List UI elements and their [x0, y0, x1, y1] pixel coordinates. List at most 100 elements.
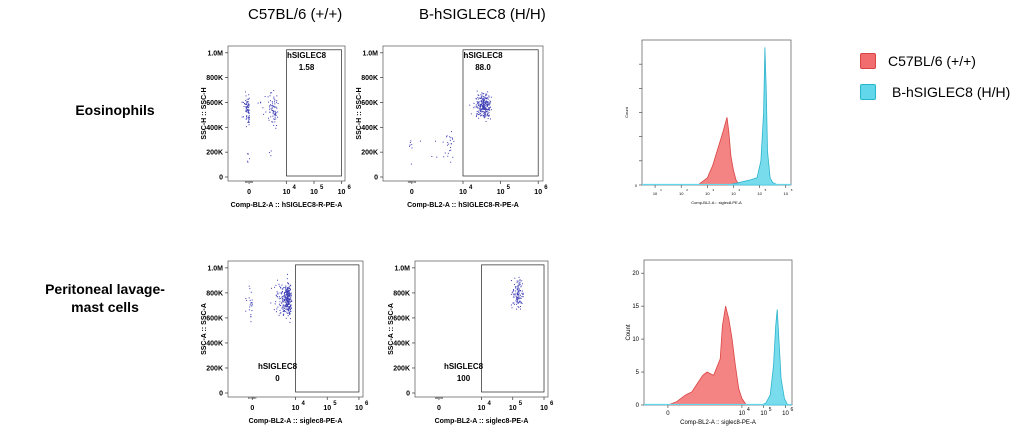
- scatter-point: [483, 93, 485, 95]
- scatter-point: [249, 288, 251, 290]
- scatter-point: [486, 100, 488, 102]
- scatter-point: [270, 108, 272, 110]
- scatter-point: [515, 292, 517, 294]
- scatter-point: [268, 108, 270, 110]
- scatter-point: [277, 116, 279, 118]
- scatter-point: [485, 95, 487, 97]
- scatter-point: [275, 112, 277, 114]
- scatter-point: [445, 136, 447, 138]
- scatter-point: [287, 301, 289, 303]
- scatter-point: [250, 321, 252, 323]
- scatter-point: [286, 311, 288, 313]
- scatter-point: [287, 306, 289, 308]
- scatter-point: [283, 310, 285, 312]
- y-tick-label: 0: [374, 175, 378, 182]
- scatter-point: [251, 310, 253, 312]
- x-tick-exponent: 4: [293, 185, 297, 191]
- scatter-point: [273, 90, 275, 92]
- scatter-point: [520, 306, 522, 308]
- x-tick-exponent: 6: [365, 401, 369, 407]
- scatter-point: [519, 281, 521, 283]
- x-tick-exponent: 5: [765, 188, 767, 192]
- scatter-point: [287, 293, 289, 295]
- scatter-point: [247, 110, 249, 112]
- scatter-point: [271, 109, 273, 111]
- scatter-point: [279, 285, 281, 287]
- scatter-point: [477, 94, 479, 96]
- scatter-point: [289, 308, 291, 310]
- scatter-point: [248, 97, 250, 99]
- scatter-point: [481, 114, 483, 116]
- scatter-point: [287, 315, 289, 317]
- gate-label: hSIGLEC8: [463, 51, 503, 60]
- scatter-point: [272, 115, 274, 117]
- scatter-point: [483, 99, 485, 101]
- x-tick-label: 10: [760, 411, 767, 417]
- scatter-point: [275, 127, 277, 129]
- scatter-point: [476, 107, 478, 109]
- scatter-point: [411, 144, 413, 146]
- scatter-point: [516, 296, 518, 298]
- row-label-mast-cells: Peritoneal lavage- mast cells: [45, 281, 165, 315]
- scatter-point: [284, 297, 286, 299]
- x-axis-label: Comp-BL2-A :: siglec8-PE-A: [249, 418, 343, 425]
- scatter-point: [289, 301, 291, 303]
- scatter-point: [246, 104, 248, 106]
- scatter-point: [287, 290, 289, 292]
- scatter-point: [484, 104, 486, 106]
- scatter-point: [488, 114, 490, 116]
- scatter-point: [247, 121, 249, 123]
- scatter-point: [285, 317, 287, 319]
- scatter-point: [517, 286, 519, 288]
- scatter-point: [248, 112, 250, 114]
- x-axis-label: Comp-BL2-A :: hSIGLEC8-R-PE-A: [407, 202, 519, 209]
- scatter-point: [283, 295, 285, 297]
- scatter-point: [287, 308, 289, 310]
- scatter-point: [277, 111, 279, 113]
- x-tick-label: 10: [509, 405, 517, 412]
- scatter-point: [246, 116, 248, 118]
- scatter-point: [270, 92, 272, 94]
- scatter-point: [517, 302, 519, 304]
- scatter-point: [286, 304, 288, 306]
- gate-label: hSIGLEC8: [287, 51, 327, 60]
- scatter-point: [515, 290, 517, 292]
- scatter-point: [485, 109, 487, 111]
- scatter-point: [275, 301, 277, 303]
- scatter-point: [288, 294, 290, 296]
- scatter-point: [518, 282, 520, 284]
- scatter-point: [486, 105, 488, 107]
- scatter-point: [519, 308, 521, 310]
- gate-label: hSIGLEC8: [444, 362, 484, 371]
- scatter-point: [516, 301, 518, 303]
- y-tick-label: 400K: [393, 340, 410, 347]
- scatter-point: [272, 112, 274, 114]
- scatter-point: [518, 287, 520, 289]
- scatter-point: [247, 107, 249, 109]
- scatter-point: [450, 131, 452, 133]
- scatter-point: [289, 321, 291, 323]
- scatter-point: [487, 102, 489, 104]
- scatter-point: [251, 303, 253, 305]
- scatter-point: [288, 283, 290, 285]
- x-tick-label: 10: [283, 189, 291, 196]
- scatter-point: [483, 108, 485, 110]
- scatter-point: [278, 314, 280, 316]
- scatter-point: [284, 311, 286, 313]
- legend-swatch-wt: [860, 53, 876, 69]
- scatter-point: [285, 304, 287, 306]
- scatter-point: [270, 150, 272, 152]
- x-tick-exponent: 6: [791, 188, 793, 192]
- x-tick-exponent: 4: [488, 401, 492, 407]
- scatter-point: [281, 292, 283, 294]
- scatter-point: [276, 107, 278, 109]
- y-axis-label: Count: [626, 324, 632, 340]
- x-axis-label: Comp-BL2-A :: siglec8-PE-A: [691, 200, 742, 205]
- scatter-point: [518, 306, 520, 308]
- scatter-point: [286, 312, 288, 314]
- scatter-point: [521, 283, 523, 285]
- scatter-point: [250, 316, 252, 318]
- x-tick-label: 10: [731, 191, 736, 196]
- scatter-point: [291, 300, 293, 302]
- x-tick-exponent: 6: [550, 401, 554, 407]
